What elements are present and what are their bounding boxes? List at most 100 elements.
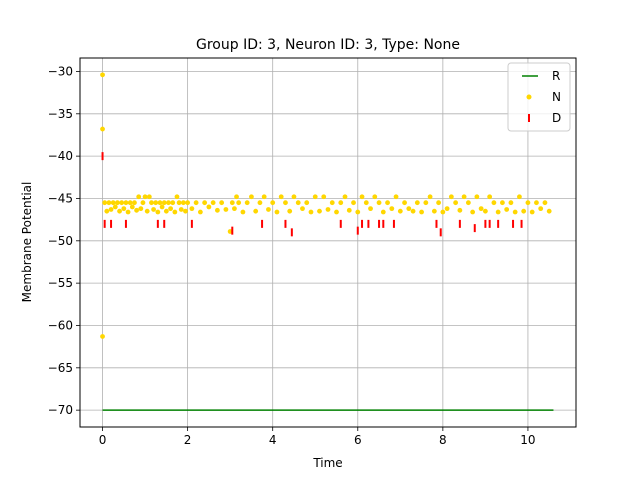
series-n-point — [546, 208, 552, 214]
series-n-point — [351, 200, 356, 206]
series-n-point — [402, 200, 407, 206]
series-n-point — [436, 200, 442, 206]
series-n-point — [144, 208, 150, 214]
y-tick-label: −40 — [48, 149, 73, 163]
series-n-point — [261, 194, 267, 200]
series-n-point — [197, 209, 203, 215]
series-n-point — [470, 209, 476, 215]
series-n-point — [342, 194, 348, 200]
series-n-point — [229, 200, 235, 206]
series-n-point — [397, 208, 403, 214]
series-n-point — [234, 194, 239, 200]
series-n-point — [174, 194, 180, 200]
series-n-point — [159, 204, 165, 210]
series-n-point — [163, 208, 169, 214]
series-n-point — [529, 209, 535, 215]
y-tick-label: −55 — [48, 276, 73, 290]
series-n-point — [206, 204, 212, 210]
series-n-point — [170, 200, 176, 206]
series-n — [100, 72, 552, 339]
grid-lines — [80, 58, 576, 427]
series-n-point — [325, 207, 331, 212]
series-n-point — [253, 208, 259, 214]
legend-marker-n — [526, 94, 532, 100]
series-n-point — [189, 206, 195, 212]
series-n-point — [223, 207, 229, 212]
series-n-point — [457, 207, 463, 213]
series-n-point — [153, 200, 159, 206]
series-n-point — [168, 206, 174, 212]
y-tick-label: −50 — [48, 234, 73, 248]
series-n-point — [474, 194, 480, 200]
series-n-point — [138, 206, 144, 212]
y-axis-label: Membrane Potential — [20, 182, 34, 303]
series-n-point — [257, 200, 263, 206]
series-n-point — [359, 194, 365, 200]
series-n-point — [295, 200, 301, 206]
series-n-point — [244, 200, 250, 206]
series-n-point — [278, 194, 284, 200]
series-n-point — [240, 209, 246, 215]
series-n-point — [542, 200, 548, 206]
series-n-point — [270, 200, 276, 206]
legend-box — [507, 62, 571, 132]
series-n-point — [180, 200, 186, 206]
series-n-point — [338, 200, 344, 206]
series-n-point — [142, 194, 148, 200]
series-n-point — [431, 208, 437, 214]
x-tick-label: 6 — [354, 433, 362, 447]
series-n-point — [166, 200, 171, 206]
series-n-point — [106, 200, 112, 206]
series-n-point — [210, 200, 216, 206]
series-n-point — [461, 194, 467, 200]
series-n-point — [172, 209, 178, 215]
series-n-point — [129, 204, 135, 210]
y-tick-label: −45 — [48, 191, 73, 205]
series-n-point — [291, 194, 297, 200]
series-d — [101, 152, 523, 237]
series-n-point — [363, 200, 369, 206]
series-n-point — [146, 194, 152, 200]
y-tick-label: −35 — [48, 107, 73, 121]
series-n-point — [123, 200, 129, 206]
series-n-point — [219, 200, 225, 206]
series-n-point — [440, 209, 446, 215]
series-n-point — [414, 200, 420, 206]
y-tick-label: −60 — [48, 318, 73, 332]
x-tick-label: 2 — [184, 433, 192, 447]
series-n-point — [512, 209, 518, 215]
series-n-point — [389, 206, 395, 212]
x-tick-label: 10 — [520, 433, 535, 447]
series-n-point — [380, 209, 386, 215]
series-n-point — [185, 200, 191, 206]
series-n-point — [155, 209, 161, 215]
series-n-point — [491, 200, 497, 206]
series-n-point — [127, 200, 133, 206]
legend-label-d: D — [552, 111, 561, 125]
series-n-point — [112, 204, 118, 210]
series-n-point — [453, 200, 459, 206]
series-n-point — [193, 200, 199, 206]
x-tick-label: 8 — [439, 433, 447, 447]
series-n-point — [534, 200, 539, 206]
axes-frame — [79, 57, 577, 428]
series-n-point — [465, 200, 471, 206]
series-n-point — [249, 194, 254, 200]
series-n-point — [312, 194, 318, 200]
series-n-point — [385, 200, 390, 206]
x-tick-label: 0 — [99, 433, 107, 447]
x-tick-label: 4 — [269, 433, 277, 447]
x-axis-label: Time — [312, 456, 342, 470]
series-n-point — [110, 200, 116, 206]
series-n-point — [178, 207, 184, 212]
series-n-point — [102, 200, 108, 206]
series-n-point — [151, 207, 156, 212]
series-n-point — [104, 208, 110, 214]
series-n-point — [427, 194, 433, 200]
series-n-point — [525, 200, 531, 206]
series-n-point — [119, 200, 125, 206]
series-n-point — [504, 207, 510, 212]
series-n-point — [419, 209, 424, 215]
series-n-point — [134, 207, 139, 213]
